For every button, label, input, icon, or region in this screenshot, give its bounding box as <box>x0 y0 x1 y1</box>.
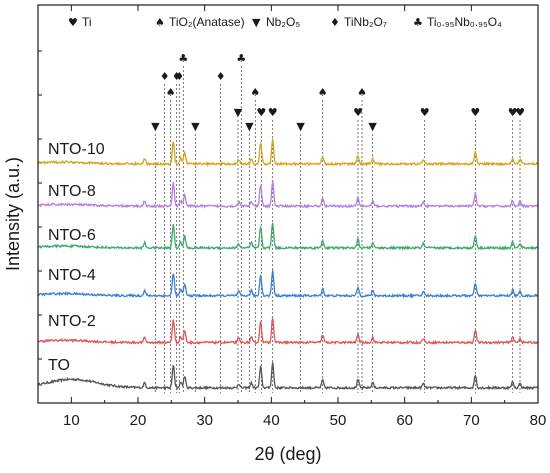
series-line-to <box>37 362 539 391</box>
reference-marker: ♦ <box>172 70 182 83</box>
series-label: TO <box>48 357 70 374</box>
reference-marker: ♦ <box>174 70 184 83</box>
x-tick-label: 10 <box>63 412 80 429</box>
x-tick-label: 80 <box>530 412 547 429</box>
series-label: NTO-4 <box>48 267 96 284</box>
reference-marker: ▼ <box>191 120 200 133</box>
reference-markers: ▼♦♠♦♦♣▼♦▼♣▼♠♥ ♥▼♠♥♠▼♥ ♥ ♥♥ <box>151 52 525 133</box>
series-label: NTO-8 <box>48 183 96 200</box>
series-line-nto-2 <box>37 318 539 346</box>
x-tick-label: 20 <box>130 412 147 429</box>
reference-marker: ♣ <box>236 52 246 65</box>
reference-marker: ▼ <box>245 120 254 133</box>
series-label: NTO-6 <box>48 227 96 244</box>
x-tick-label: 40 <box>263 412 280 429</box>
legend-label: Ti <box>82 15 92 29</box>
x-tick-label: 60 <box>396 412 413 429</box>
legend-symbol: ♥ <box>68 16 78 29</box>
legend-symbol: ♣ <box>413 16 423 29</box>
y-axis-label: Intensity (a.u.) <box>3 157 23 271</box>
reference-marker: ♥ <box>515 106 525 119</box>
reference-marker: ♥ <box>508 106 518 119</box>
reference-marker: ♥ <box>353 106 363 119</box>
plot-frame <box>37 4 539 404</box>
reference-marker: ♣ <box>178 52 188 65</box>
series-label: NTO-10 <box>48 141 105 158</box>
legend-label: Nb₂O₅ <box>266 15 300 29</box>
x-tick-label: 70 <box>463 412 480 429</box>
reference-marker: ♠ <box>250 86 260 99</box>
series-line-nto-4 <box>37 270 539 299</box>
legend-label: Ti₀.₉₅Nb₀.₉₅O₄ <box>427 15 502 29</box>
reference-marker: ▼ <box>234 106 243 119</box>
reference-marker: ▼ <box>368 120 377 133</box>
series-line-nto-10 <box>37 138 539 167</box>
axes: 10 20 30 40 50 60 70 80 <box>38 5 546 429</box>
legend-label: TiO₂(Anatase) <box>169 15 245 29</box>
legend-label: TiNb₂O₇ <box>344 15 387 29</box>
reference-lines <box>154 66 521 393</box>
reference-marker: ♥ <box>470 106 480 119</box>
series-line-nto-6 <box>37 222 539 251</box>
series-labels: TO NTO-2 NTO-4 NTO-6 NTO-8 NTO-10 <box>48 141 105 374</box>
x-tick-label: 50 <box>330 412 347 429</box>
reference-marker: ▼ <box>151 120 160 133</box>
reference-marker: ♦ <box>216 70 226 83</box>
reference-marker: ▼ <box>296 120 305 133</box>
reference-marker: ♠ <box>357 86 367 99</box>
reference-marker: ♠ <box>166 86 176 99</box>
series-label: NTO-2 <box>48 313 96 330</box>
reference-marker: ♠ <box>318 86 328 99</box>
series-line-nto-8 <box>37 181 539 210</box>
reference-marker: ♥ <box>420 106 430 119</box>
series-lines <box>37 138 539 391</box>
legend-symbol: ♠ <box>155 16 165 29</box>
x-tick-label: 30 <box>196 412 213 429</box>
reference-marker: ♥ <box>256 106 266 119</box>
reference-marker: ♥ <box>268 106 278 119</box>
legend: ♥ Ti ♠ TiO₂(Anatase) ▼ Nb₂O₅ ♦ TiNb₂O₇ ♣ Ti₀.₉₅Nb… <box>68 15 502 29</box>
reference-marker: ♦ <box>160 70 170 83</box>
legend-symbol: ▼ <box>252 16 261 29</box>
x-axis-label: 2θ (deg) <box>254 444 321 464</box>
legend-symbol: ♦ <box>330 16 340 29</box>
